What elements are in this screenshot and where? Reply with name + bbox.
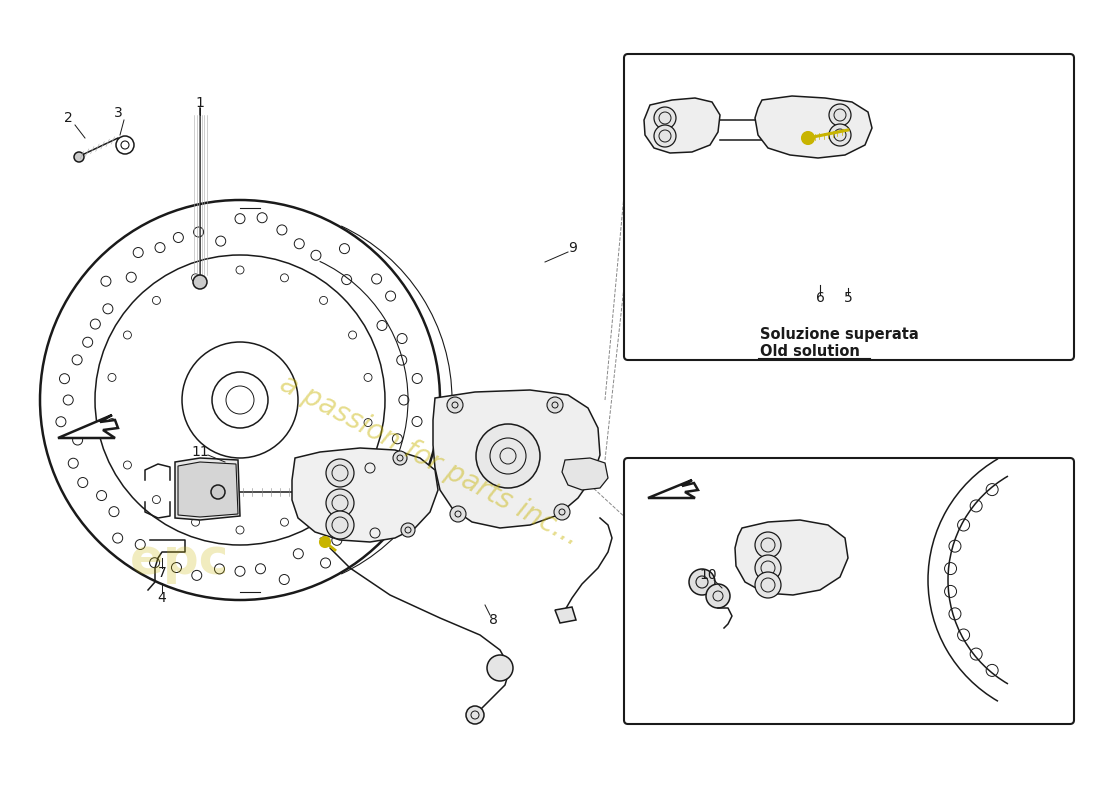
Circle shape	[654, 107, 676, 129]
Circle shape	[547, 397, 563, 413]
Polygon shape	[556, 607, 576, 623]
Polygon shape	[292, 448, 438, 542]
Text: 9: 9	[569, 241, 578, 255]
Polygon shape	[175, 458, 240, 520]
Text: Soluzione superata: Soluzione superata	[760, 327, 918, 342]
Circle shape	[755, 572, 781, 598]
Circle shape	[192, 275, 207, 289]
Circle shape	[393, 451, 407, 465]
Polygon shape	[58, 415, 118, 438]
Circle shape	[487, 655, 513, 681]
Circle shape	[706, 584, 730, 608]
Circle shape	[326, 489, 354, 517]
Circle shape	[211, 485, 226, 499]
Text: 6: 6	[815, 291, 824, 305]
Text: 8: 8	[488, 613, 497, 627]
Circle shape	[829, 104, 851, 126]
Text: 1: 1	[196, 96, 205, 110]
Circle shape	[654, 125, 676, 147]
FancyBboxPatch shape	[624, 458, 1074, 724]
Text: 3: 3	[113, 106, 122, 120]
Circle shape	[74, 152, 84, 162]
Polygon shape	[562, 458, 608, 490]
Circle shape	[755, 555, 781, 581]
Text: Old solution: Old solution	[760, 345, 860, 359]
Polygon shape	[735, 520, 848, 595]
Text: 2: 2	[64, 111, 73, 125]
Circle shape	[326, 459, 354, 487]
Circle shape	[466, 706, 484, 724]
Circle shape	[829, 124, 851, 146]
Polygon shape	[178, 462, 238, 517]
Polygon shape	[644, 98, 721, 153]
Circle shape	[320, 537, 330, 547]
Circle shape	[689, 569, 715, 595]
Text: epc: epc	[130, 536, 230, 584]
Text: 7: 7	[157, 566, 166, 580]
Circle shape	[476, 424, 540, 488]
Text: 11: 11	[191, 445, 209, 459]
Text: 5: 5	[844, 291, 852, 305]
Text: 10: 10	[700, 568, 717, 582]
Polygon shape	[433, 390, 600, 528]
Polygon shape	[648, 480, 698, 498]
Text: a passion for parts inc...: a passion for parts inc...	[275, 369, 584, 551]
Circle shape	[447, 397, 463, 413]
Polygon shape	[755, 96, 872, 158]
Circle shape	[554, 504, 570, 520]
Circle shape	[326, 511, 354, 539]
Circle shape	[755, 532, 781, 558]
FancyBboxPatch shape	[624, 54, 1074, 360]
Circle shape	[450, 506, 466, 522]
Text: 4: 4	[157, 591, 166, 605]
Circle shape	[402, 523, 415, 537]
Circle shape	[802, 132, 814, 144]
